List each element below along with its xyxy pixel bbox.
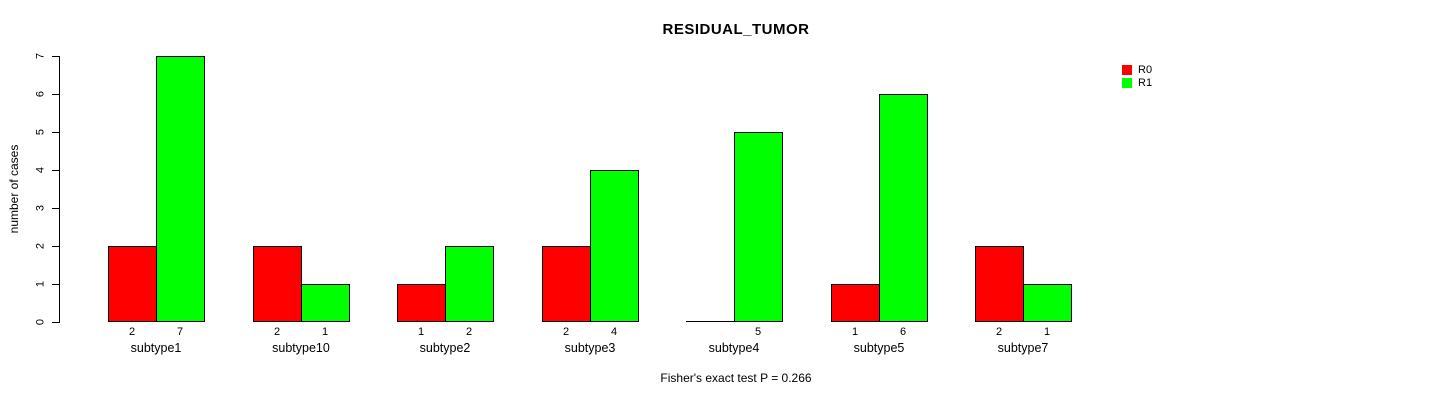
bar-value-label: 7 — [176, 326, 184, 338]
y-tick-label: 4 — [34, 166, 47, 174]
legend-swatch — [1122, 65, 1132, 75]
bar — [156, 56, 205, 322]
category-label: subtype7 — [997, 341, 1049, 355]
y-tick-label: 2 — [34, 242, 47, 250]
legend-label: R1 — [1138, 76, 1153, 89]
legend-item: R1 — [1122, 77, 1152, 89]
category-label: subtype2 — [419, 341, 471, 355]
bar — [831, 284, 880, 322]
y-tick — [52, 132, 60, 133]
bar — [734, 132, 783, 322]
bar — [879, 94, 928, 322]
y-tick-label: 6 — [34, 90, 47, 98]
y-tick — [52, 284, 60, 285]
bar-value-label: 6 — [899, 326, 907, 338]
bar — [108, 246, 157, 322]
bar — [301, 284, 350, 322]
y-axis-line — [59, 56, 60, 323]
bar-value-label: 1 — [1043, 326, 1051, 338]
bar — [590, 170, 639, 322]
stat-note: Fisher's exact test P = 0.266 — [660, 371, 812, 385]
y-tick — [52, 170, 60, 171]
y-axis-label: number of cases — [7, 144, 21, 234]
y-tick-label: 0 — [34, 318, 47, 326]
y-tick — [52, 246, 60, 247]
bar-value-label: 2 — [273, 326, 281, 338]
bar-value-label: 5 — [754, 326, 762, 338]
legend-label: R0 — [1138, 63, 1153, 76]
bar — [542, 246, 591, 322]
bar-value-label: 4 — [610, 326, 618, 338]
bar-value-label: 2 — [128, 326, 136, 338]
bar — [686, 321, 735, 322]
y-tick — [52, 56, 60, 57]
bar — [397, 284, 446, 322]
category-label: subtype1 — [130, 341, 182, 355]
bar-value-label: 1 — [851, 326, 859, 338]
bar — [1023, 284, 1072, 322]
y-tick — [52, 94, 60, 95]
category-label: subtype4 — [708, 341, 760, 355]
y-tick-label: 7 — [34, 52, 47, 60]
bar — [975, 246, 1024, 322]
bar-value-label: 2 — [995, 326, 1003, 338]
category-label: subtype10 — [272, 341, 330, 355]
bar-value-label: 1 — [321, 326, 329, 338]
bar-value-label: 2 — [562, 326, 570, 338]
bar — [445, 246, 494, 322]
bar — [253, 246, 302, 322]
y-tick — [52, 208, 60, 209]
legend-swatch — [1122, 78, 1132, 88]
legend-item: R0 — [1122, 64, 1152, 76]
bar-value-label: 2 — [465, 326, 473, 338]
category-label: subtype3 — [564, 341, 616, 355]
bar-value-label: 1 — [417, 326, 425, 338]
y-tick-label: 3 — [34, 204, 47, 212]
category-label: subtype5 — [853, 341, 905, 355]
y-tick — [52, 322, 60, 323]
y-tick-label: 5 — [34, 128, 47, 136]
y-tick-label: 1 — [34, 280, 47, 288]
chart-title: RESIDUAL_TUMOR — [662, 21, 810, 38]
